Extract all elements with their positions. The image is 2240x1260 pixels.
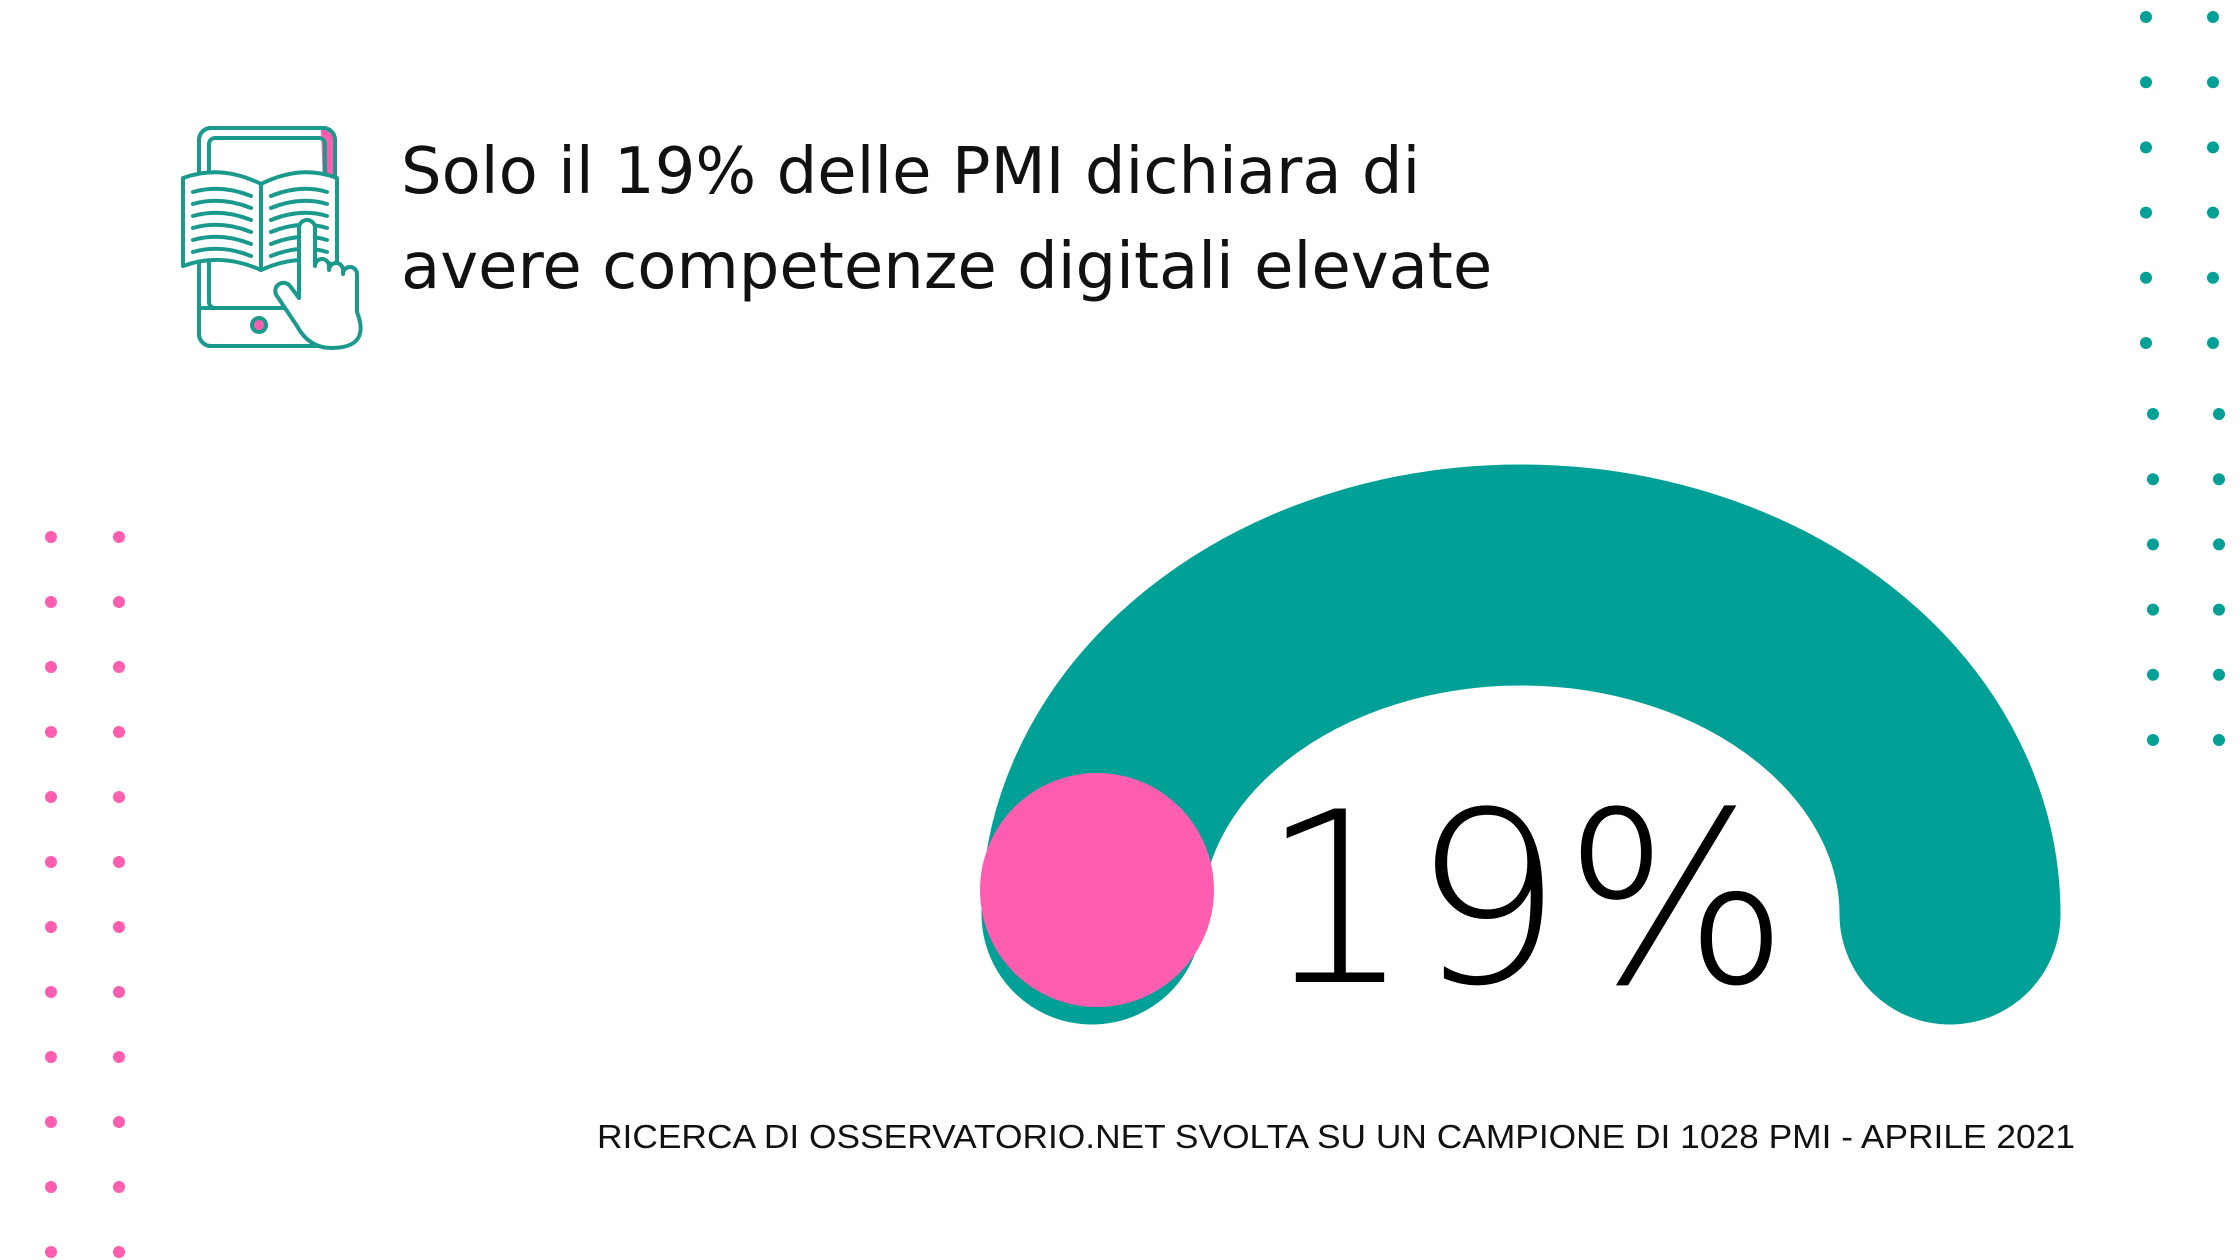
gauge-value-label: 19%: [1261, 762, 1790, 1039]
pink-dot: [45, 661, 57, 673]
pink-dot: [113, 531, 125, 543]
pink-dot: [45, 921, 57, 933]
pink-dot: [45, 726, 57, 738]
pink-dot-pattern: [45, 531, 125, 1258]
teal-dot: [2147, 473, 2159, 486]
pink-dot: [113, 726, 125, 738]
teal-dot: [2213, 668, 2225, 681]
teal-dot: [2207, 337, 2219, 349]
title-line-1: Solo il 19% delle PMI dichiara di: [401, 135, 1420, 209]
teal-dot: [2147, 408, 2159, 420]
teal-dot: [2147, 603, 2159, 616]
pink-dot: [113, 1116, 125, 1128]
pink-dot: [45, 1051, 57, 1063]
teal-dot: [2147, 668, 2159, 681]
book-line: [191, 222, 253, 234]
teal-dot: [2207, 141, 2219, 154]
pink-dot: [113, 791, 125, 803]
source-note: RICERCA DI OSSERVATORIO.NET SVOLTA SU UN…: [597, 1118, 2075, 1155]
teal-dot: [2213, 408, 2225, 420]
pink-dot: [45, 596, 57, 608]
teal-dot: [2140, 141, 2152, 154]
pink-dot: [113, 1051, 125, 1063]
book-line: [191, 234, 253, 246]
teal-dot: [2140, 206, 2152, 219]
pink-dot: [113, 856, 125, 868]
pink-dot: [113, 1246, 125, 1258]
pink-dot: [45, 531, 57, 543]
book-line: [191, 186, 253, 198]
book-line: [191, 210, 253, 222]
teal-dot: [2213, 473, 2225, 486]
teal-dot: [2140, 11, 2152, 23]
teal-dot: [2140, 76, 2152, 89]
teal-dot: [2207, 76, 2219, 89]
pink-dot: [45, 856, 57, 868]
pink-dot: [45, 791, 57, 803]
pink-dot: [113, 1181, 125, 1193]
pink-dot: [45, 1246, 57, 1258]
book-line: [269, 186, 329, 198]
gauge-value-marker: [980, 773, 1214, 1007]
teal-dot: [2207, 11, 2219, 23]
teal-dot: [2147, 538, 2159, 551]
teal-dot: [2207, 206, 2219, 219]
pink-dot: [45, 1116, 57, 1128]
teal-dot: [2207, 271, 2219, 284]
teal-dot: [2147, 734, 2159, 746]
title-line-2: avere competenze digitali elevate: [401, 230, 1492, 304]
book-line: [269, 198, 329, 210]
book-line: [269, 210, 329, 222]
teal-dot: [2213, 603, 2225, 616]
book-line: [191, 198, 253, 210]
teal-dot: [2213, 734, 2225, 746]
gauge-track: [981, 464, 2061, 1025]
book-line: [191, 246, 253, 258]
teal-dot-pattern: [2140, 11, 2225, 746]
pink-dot: [113, 596, 125, 608]
tablet-book-hand-icon: [181, 126, 363, 350]
pink-dot: [45, 1181, 57, 1193]
pink-dot: [113, 661, 125, 673]
pink-dot: [45, 986, 57, 998]
teal-dot: [2140, 271, 2152, 284]
teal-dot: [2213, 538, 2225, 551]
teal-dot: [2140, 337, 2152, 349]
pink-dot: [113, 986, 125, 998]
pink-dot: [113, 921, 125, 933]
